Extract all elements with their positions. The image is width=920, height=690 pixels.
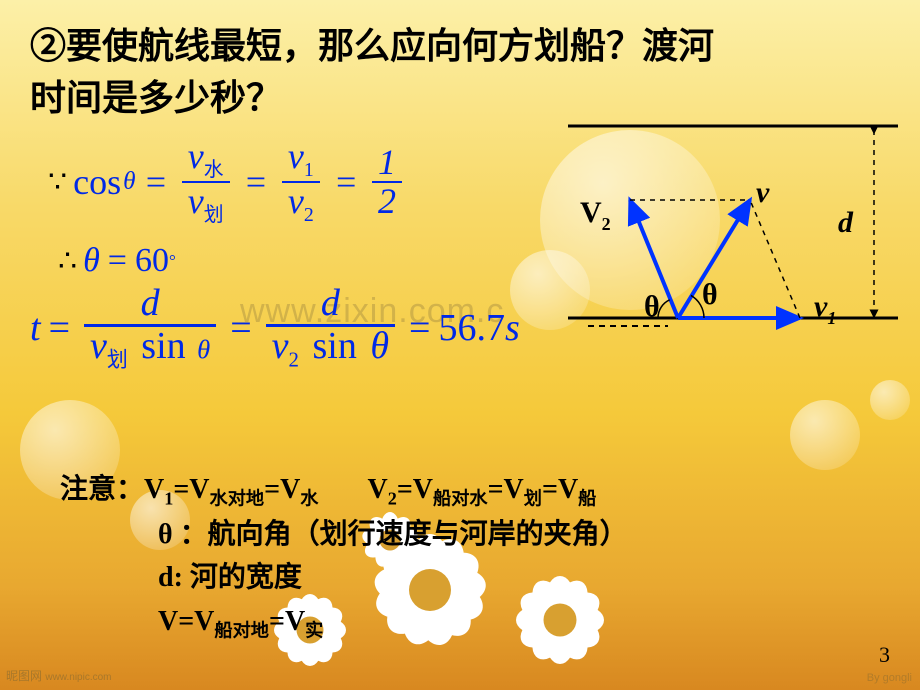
svg-text:v1: v1 <box>814 290 836 328</box>
svg-text:d: d <box>838 206 854 239</box>
title-line-1: ②要使航线最短，那么应向何方划船？渡河 <box>30 26 714 66</box>
river-crossing-diagram: v v1 V2 d θ θ <box>568 108 898 353</box>
svg-text:θ: θ <box>644 290 660 323</box>
notes-row-4: V=V船对地=V实 <box>158 600 628 645</box>
notes-block: 注意：V1=V水对地=V水 V2=V船对水=V划=V船 θ ：航向角（划行速度与… <box>60 468 628 644</box>
page-number: 3 <box>879 642 890 668</box>
notes-row-2: θ ：航向角（划行速度与河岸的夹角） <box>158 513 628 556</box>
svg-text:V2: V2 <box>580 196 611 234</box>
notes-row-3: d: 河的宽度 <box>158 556 628 599</box>
notes-row-1: 注意：V1=V水对地=V水 V2=V船对水=V划=V船 <box>60 468 628 513</box>
slide-content: ②要使航线最短，那么应向何方划船？渡河 时间是多少秒？ ∵ cos θ = v水… <box>0 0 920 690</box>
svg-text:v: v <box>756 176 770 209</box>
svg-text:θ: θ <box>702 278 718 311</box>
title-line-2: 时间是多少秒？ <box>30 78 282 118</box>
